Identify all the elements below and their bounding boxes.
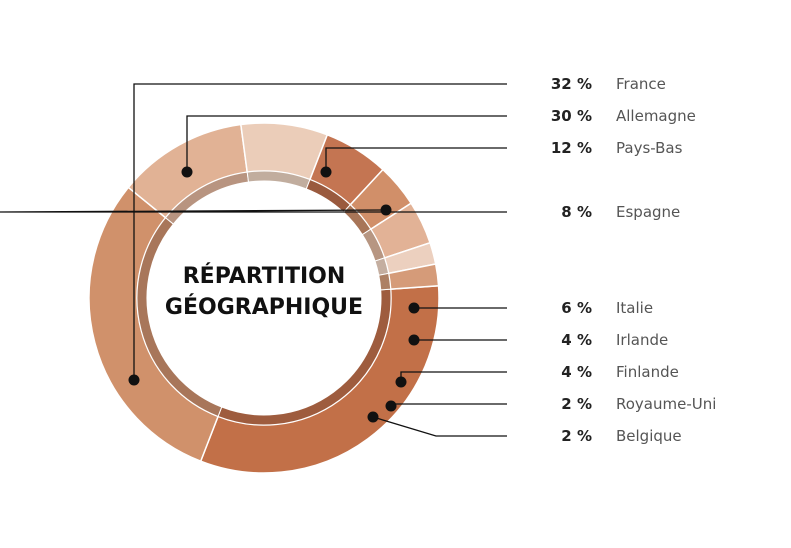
leader-dot-italie — [408, 302, 420, 314]
leader-line-espagne — [0, 209, 507, 213]
leader-dot-finlande — [395, 376, 407, 388]
value-label-royaume-uni: 2 % — [561, 395, 592, 413]
leader-dot-pays-bas — [320, 166, 332, 178]
category-label-belgique: Belgique — [616, 427, 682, 445]
leader-dot-espagne — [380, 204, 392, 216]
category-label-finlande: Finlande — [616, 363, 679, 381]
value-label-italie: 6 % — [561, 299, 592, 317]
category-label-irlande: Irlande — [616, 331, 668, 349]
leader-line-royaume-uni — [390, 403, 507, 406]
value-label-espagne: 8 % — [561, 203, 592, 221]
slice-inner-band-belgique — [378, 272, 392, 291]
leader-dot-allemagne — [181, 166, 193, 178]
leader-dot-irlande — [408, 334, 420, 346]
value-label-belgique: 2 % — [561, 427, 592, 445]
category-label-allemagne: Allemagne — [616, 107, 696, 125]
slice-allemagne — [88, 186, 220, 463]
chart-title: RÉPARTITION GÉOGRAPHIQUE — [165, 263, 363, 320]
value-label-france: 32 % — [551, 75, 592, 93]
leader-dot-royaume-uni — [385, 400, 397, 412]
category-label-pays-bas: Pays-Bas — [616, 139, 683, 157]
value-label-finlande: 4 % — [561, 363, 592, 381]
legend-labels: 32 % France 30 % Allemagne 12 % Pays-Bas 8 % Es… — [551, 75, 717, 445]
value-label-allemagne: 30 % — [551, 107, 592, 125]
chart-title-line-1: RÉPARTITION — [183, 263, 346, 289]
value-label-pays-bas: 12 % — [551, 139, 592, 157]
leader-line-belgique — [372, 416, 507, 437]
category-label-espagne: Espagne — [616, 203, 680, 221]
chart-title-line-2: GÉOGRAPHIQUE — [165, 294, 363, 320]
leader-dot-belgique — [367, 411, 379, 423]
category-label-royaume-uni: Royaume-Uni — [616, 395, 716, 413]
leader-lines — [0, 83, 507, 437]
leader-dot-france — [128, 374, 140, 386]
leader-line-pays-bas — [325, 147, 507, 172]
leader-line-allemagne — [186, 115, 507, 172]
category-label-france: France — [616, 75, 666, 93]
leader-line-france — [133, 83, 507, 380]
category-label-italie: Italie — [616, 299, 653, 317]
value-label-irlande: 4 % — [561, 331, 592, 349]
